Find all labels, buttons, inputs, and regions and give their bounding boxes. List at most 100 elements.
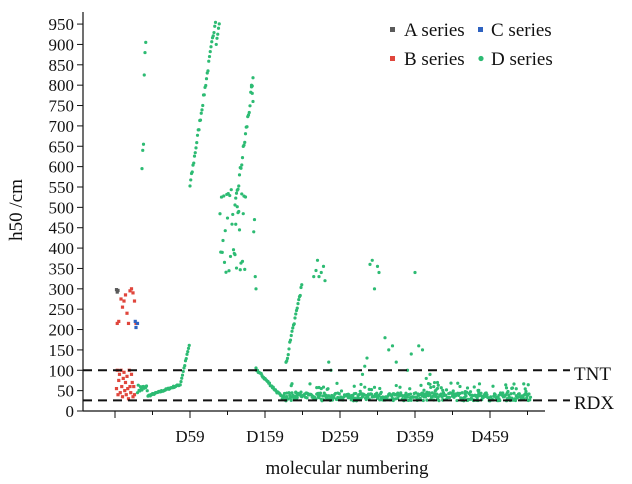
x-tick-label: D159 [246, 427, 284, 446]
point-d-series [186, 346, 191, 350]
point-d-series [315, 258, 320, 262]
point-d-series [144, 384, 149, 388]
point-d-series [233, 203, 237, 207]
point-d-series [195, 133, 200, 137]
point-d-series [363, 364, 367, 368]
point-d-series [370, 258, 374, 262]
point-d-series [216, 32, 220, 36]
point-d-series [321, 394, 325, 398]
legend-marker-a-series [390, 27, 395, 32]
point-d-series [428, 372, 432, 376]
point-b-series [128, 289, 132, 293]
point-d-series [254, 287, 258, 291]
point-d-series [435, 380, 440, 385]
point-d-series [295, 395, 299, 400]
point-d-series [201, 103, 205, 108]
point-d-series [286, 353, 290, 357]
point-d-series [237, 184, 241, 188]
point-d-series [195, 141, 199, 145]
y-tick-label: 450 [49, 219, 75, 238]
point-d-series [194, 146, 198, 150]
point-d-series [417, 344, 421, 348]
point-b-series [131, 395, 135, 399]
point-d-series [231, 248, 236, 252]
point-d-series [435, 392, 439, 396]
point-d-series [489, 395, 493, 399]
point-d-series [512, 391, 516, 395]
point-b-series [117, 319, 121, 323]
point-c-series [133, 319, 137, 323]
point-d-series [377, 270, 381, 275]
point-d-series [332, 395, 336, 399]
point-d-series [206, 69, 210, 73]
y-tick-label: 800 [49, 76, 75, 95]
point-d-series [218, 212, 222, 216]
point-d-series [228, 254, 233, 259]
point-d-series [251, 99, 255, 104]
point-d-series [141, 148, 145, 152]
point-d-series [239, 166, 243, 170]
point-a-series [115, 290, 119, 294]
point-d-series [475, 396, 479, 400]
point-d-series [234, 222, 238, 226]
point-d-series [360, 372, 365, 376]
point-d-series [291, 326, 295, 330]
point-d-series [199, 111, 203, 115]
point-c-series [134, 325, 138, 330]
point-d-series [204, 77, 209, 81]
y-tick-label: 600 [49, 158, 75, 177]
point-d-series [183, 364, 187, 368]
point-b-series [125, 374, 129, 378]
point-d-series [285, 359, 289, 363]
point-d-series [216, 26, 221, 30]
y-tick-label: 500 [49, 198, 75, 217]
point-d-series [248, 104, 252, 108]
point-d-series [215, 36, 219, 40]
point-d-series [186, 350, 190, 354]
y-tick-label: 250 [49, 300, 75, 319]
y-tick-label: 750 [49, 97, 75, 116]
point-d-series [425, 398, 429, 402]
point-d-series [210, 40, 214, 44]
point-d-series [237, 228, 242, 232]
point-b-series [123, 380, 128, 385]
point-d-series [504, 386, 509, 390]
legend-label-d-series: D series [491, 49, 553, 70]
point-d-series [354, 391, 358, 396]
point-c-series [135, 321, 140, 326]
point-d-series [187, 343, 191, 347]
point-b-series [132, 299, 137, 303]
point-d-series [375, 264, 380, 269]
point-b-series [114, 386, 119, 391]
y-tick-label: 100 [49, 361, 75, 380]
point-d-series [491, 384, 495, 388]
point-d-series [451, 389, 455, 393]
point-b-series [121, 376, 125, 381]
legend-marker-d-series [478, 55, 484, 62]
point-d-series [236, 187, 240, 191]
point-d-series [184, 356, 188, 361]
point-d-series [290, 382, 294, 386]
point-d-series [432, 380, 437, 385]
y-axis-ticks: 0501001502002503003504004505005506006507… [49, 15, 83, 421]
point-d-series [222, 260, 227, 264]
point-d-series [217, 22, 221, 26]
point-d-series [207, 59, 211, 63]
point-d-series [413, 270, 417, 275]
point-d-series [188, 184, 192, 188]
legend: A series C series B series D series [390, 20, 553, 70]
point-d-series [513, 398, 518, 403]
point-d-series [204, 83, 208, 88]
point-b-series [123, 389, 127, 393]
point-b-series [129, 391, 133, 395]
legend-marker-c-series [478, 27, 483, 32]
point-d-series [510, 386, 515, 390]
point-d-series [396, 396, 400, 400]
point-d-series [421, 398, 425, 403]
point-d-series [181, 369, 185, 374]
point-d-series [527, 392, 531, 396]
point-d-series [468, 390, 473, 394]
point-d-series [296, 302, 300, 306]
y-tick-label: 900 [49, 35, 75, 54]
